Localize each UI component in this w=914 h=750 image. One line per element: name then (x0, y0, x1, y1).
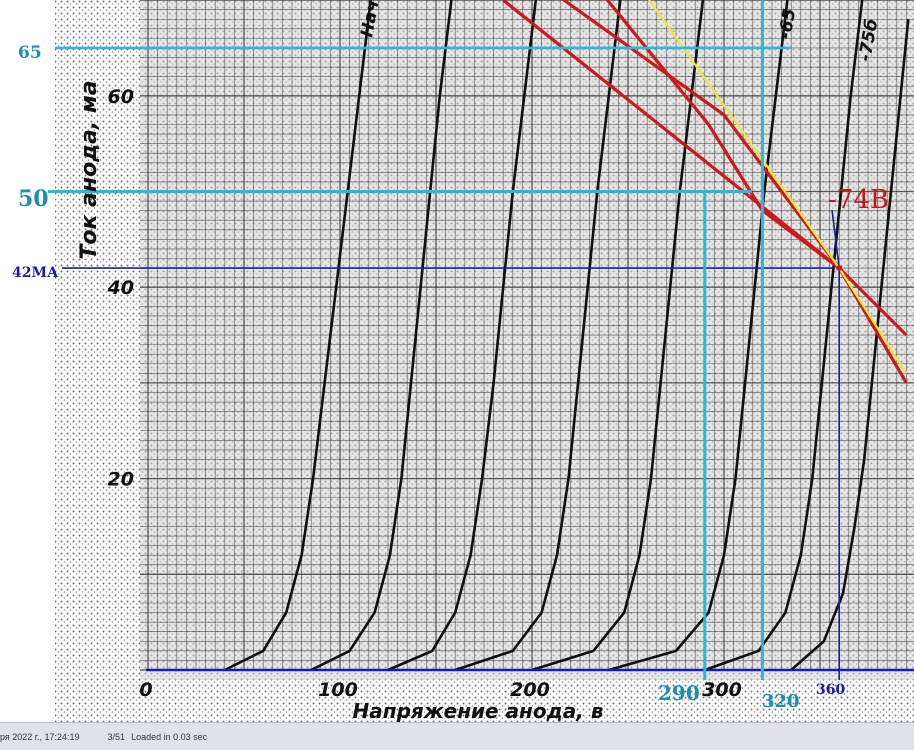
y-axis-label: Ток анода, ма (77, 80, 102, 259)
plot-background (140, 0, 914, 680)
y-tick-label: 60 (108, 86, 134, 108)
load-line-3 (605, 0, 841, 270)
annotation-50: 50 (18, 186, 49, 212)
y-tick-label: 40 (107, 277, 134, 299)
x-tick-label: 100 (318, 679, 358, 701)
plate-curve-6 (608, 0, 789, 672)
y-tick-label: 20 (108, 469, 134, 491)
guide-lines (48, 0, 914, 680)
status-date: ря 2022 г., 17:24:19 (0, 731, 80, 742)
guide-v-74-tag (831, 209, 840, 269)
plate-curve-3 (387, 0, 538, 672)
plate-characteristics-chart: 0 100 200 300 20 40 60 Напряжение анода, в Ток… (12, 0, 914, 723)
annotation-65: 65 (18, 43, 42, 63)
axis-ticks: 0 100 200 300 20 40 60 (107, 86, 742, 701)
plate-curves (224, 0, 910, 672)
plate-curve-1 (224, 0, 372, 672)
annotation-42ma: 42МА (12, 265, 59, 281)
annotation-minus-74v: -74В (828, 185, 889, 215)
operating-point (836, 265, 843, 272)
plate-curve-4 (454, 0, 622, 672)
status-load-time: Loaded in 0.03 sec (131, 731, 208, 742)
annotation-320: 320 (762, 691, 800, 712)
x-tick-label: 300 (702, 679, 742, 701)
x-axis-label: Напряжение анода, в (353, 699, 604, 722)
x-tick-label: 0 (139, 679, 152, 701)
load-line-2 (561, 0, 908, 384)
x-tick-label: 200 (510, 679, 550, 701)
plate-curve-2 (310, 0, 453, 672)
status-bar: ря 2022 г., 17:24:19 3/51 Loaded in 0.03… (0, 722, 914, 750)
plate-curve-7 (704, 0, 864, 672)
annotation-360: 360 (816, 682, 845, 698)
status-index: 3/51 (107, 731, 126, 742)
plate-curve-8 (790, 19, 910, 671)
annotation-290: 290 (658, 681, 700, 705)
image-viewer: 0 100 200 300 20 40 60 Напряжение анода, в Ток… (12, 0, 914, 723)
